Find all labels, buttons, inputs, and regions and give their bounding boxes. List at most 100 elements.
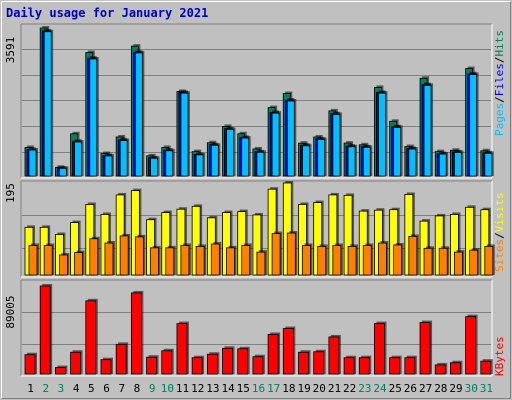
legend-sites-visits-part: Sites [493,239,506,272]
legend-sites-visits: Sites/Visits [493,193,506,273]
x-tick-label-day-24: 24 [373,382,387,395]
x-tick-label-day-27: 27 [419,382,432,395]
bar-pages-day-28 [438,153,447,177]
bar-sites-day-9 [150,247,159,276]
bar-kbytes-day-31 [480,360,492,375]
x-tick-label-day-28: 28 [434,382,447,395]
x-tick-label-day-20: 20 [313,382,326,395]
bar-sites-day-10 [165,247,175,276]
x-tick-label-day-19: 19 [297,382,310,395]
x-tick-label-day-5: 5 [88,382,95,395]
legend-kbytes-part: KBytes [493,336,506,376]
bar-kbytes-day-20 [313,351,325,375]
bar-pages-day-23 [362,146,371,177]
bar-sites-day-19 [302,245,311,276]
bar-sites-day-18 [286,232,296,276]
bar-sites-day-8 [134,236,144,276]
legend-pages-files-hits-part: Hits [493,30,506,57]
bar-kbytes-day-8 [130,292,142,375]
bar-kbytes-day-18 [282,328,294,375]
bar-pages-day-19 [302,145,310,177]
bar-kbytes-day-24 [374,323,385,375]
bar-kbytes-day-14 [222,347,233,375]
legend-sites-visits-part: / [493,232,506,239]
bar-sites-day-14 [226,247,235,276]
bar-sites-day-20 [317,245,327,276]
bar-sites-day-13 [210,243,220,276]
bar-kbytes-day-11 [176,323,188,375]
bar-kbytes-day-12 [191,357,203,375]
bar-pages-day-31 [484,152,493,177]
bar-pages-day-27 [423,84,432,177]
bar-kbytes-day-3 [54,367,66,375]
y-max-label-panel-3: 89005 [4,295,17,328]
x-tick-label-day-23: 23 [358,382,371,395]
bar-kbytes-day-19 [298,351,309,375]
legend-pages-files-hits-part: / [493,96,506,103]
legend-pages-files-hits-part: / [493,57,506,64]
bar-pages-day-13 [210,144,219,177]
bar-sites-day-12 [195,245,205,276]
bar-kbytes-day-29 [450,362,461,375]
bar-sites-day-22 [347,245,357,276]
bar-kbytes-day-10 [161,350,173,375]
x-tick-label-day-6: 6 [103,382,110,395]
bar-pages-day-16 [256,151,265,177]
bar-kbytes-day-9 [146,356,157,375]
bar-kbytes-day-5 [85,300,97,375]
legend-kbytes: KBytes [493,336,506,376]
bar-pages-day-21 [332,113,341,177]
x-tick-label-day-13: 13 [206,382,219,395]
bar-kbytes-day-16 [252,356,264,375]
x-tick-label-day-14: 14 [221,382,235,395]
bar-sites-day-16 [256,251,266,276]
bar-pages-day-12 [195,154,204,177]
bar-sites-day-15 [241,245,251,276]
x-tick-label-day-9: 9 [149,382,156,395]
bar-pages-day-30 [469,74,478,177]
bar-kbytes-day-6 [100,359,112,375]
x-tick-label-day-22: 22 [343,382,356,395]
bar-pages-day-22 [347,146,356,177]
bar-pages-day-6 [104,155,113,177]
bar-kbytes-day-30 [465,316,477,375]
bar-kbytes-day-27 [419,322,431,375]
bar-kbytes-day-4 [70,351,81,375]
x-tick-label-day-8: 8 [134,382,141,395]
y-max-label-panel-1: 3591 [4,37,17,64]
bar-pages-day-17 [271,112,280,177]
bar-kbytes-day-13 [206,353,218,375]
bar-pages-day-11 [180,92,189,177]
bar-pages-day-15 [241,137,250,177]
bar-pages-day-8 [134,52,143,177]
chart-title: Daily usage for January 2021 [6,6,209,20]
legend-sites-visits-part: Visits [493,193,506,233]
x-tick-label-day-11: 11 [176,382,189,395]
bar-sites-day-2 [43,245,53,276]
bar-pages-day-25 [393,126,402,177]
y-max-label-panel-2: 195 [4,183,17,203]
x-tick-label-day-31: 31 [480,382,493,395]
bar-sites-day-4 [74,252,83,276]
bar-kbytes-day-23 [358,357,370,375]
bar-sites-day-6 [104,242,114,276]
bar-sites-day-3 [58,254,68,276]
bar-sites-day-17 [271,233,281,276]
x-tick-label-day-4: 4 [73,382,80,395]
bar-sites-day-29 [454,251,463,276]
bar-sites-day-27 [423,247,433,276]
bar-pages-day-24 [378,92,386,177]
bar-sites-day-21 [332,245,342,276]
x-tick-label-day-18: 18 [282,382,295,395]
bar-kbytes-day-25 [389,357,401,375]
bar-sites-day-24 [378,242,387,276]
x-tick-label-day-10: 10 [161,382,174,395]
bar-pages-day-9 [150,157,158,177]
bar-pages-day-7 [119,140,128,177]
bar-pages-day-2 [43,31,52,177]
legend-pages-files-hits: Pages/Files/Hits [493,30,506,136]
bar-sites-day-5 [89,238,99,276]
